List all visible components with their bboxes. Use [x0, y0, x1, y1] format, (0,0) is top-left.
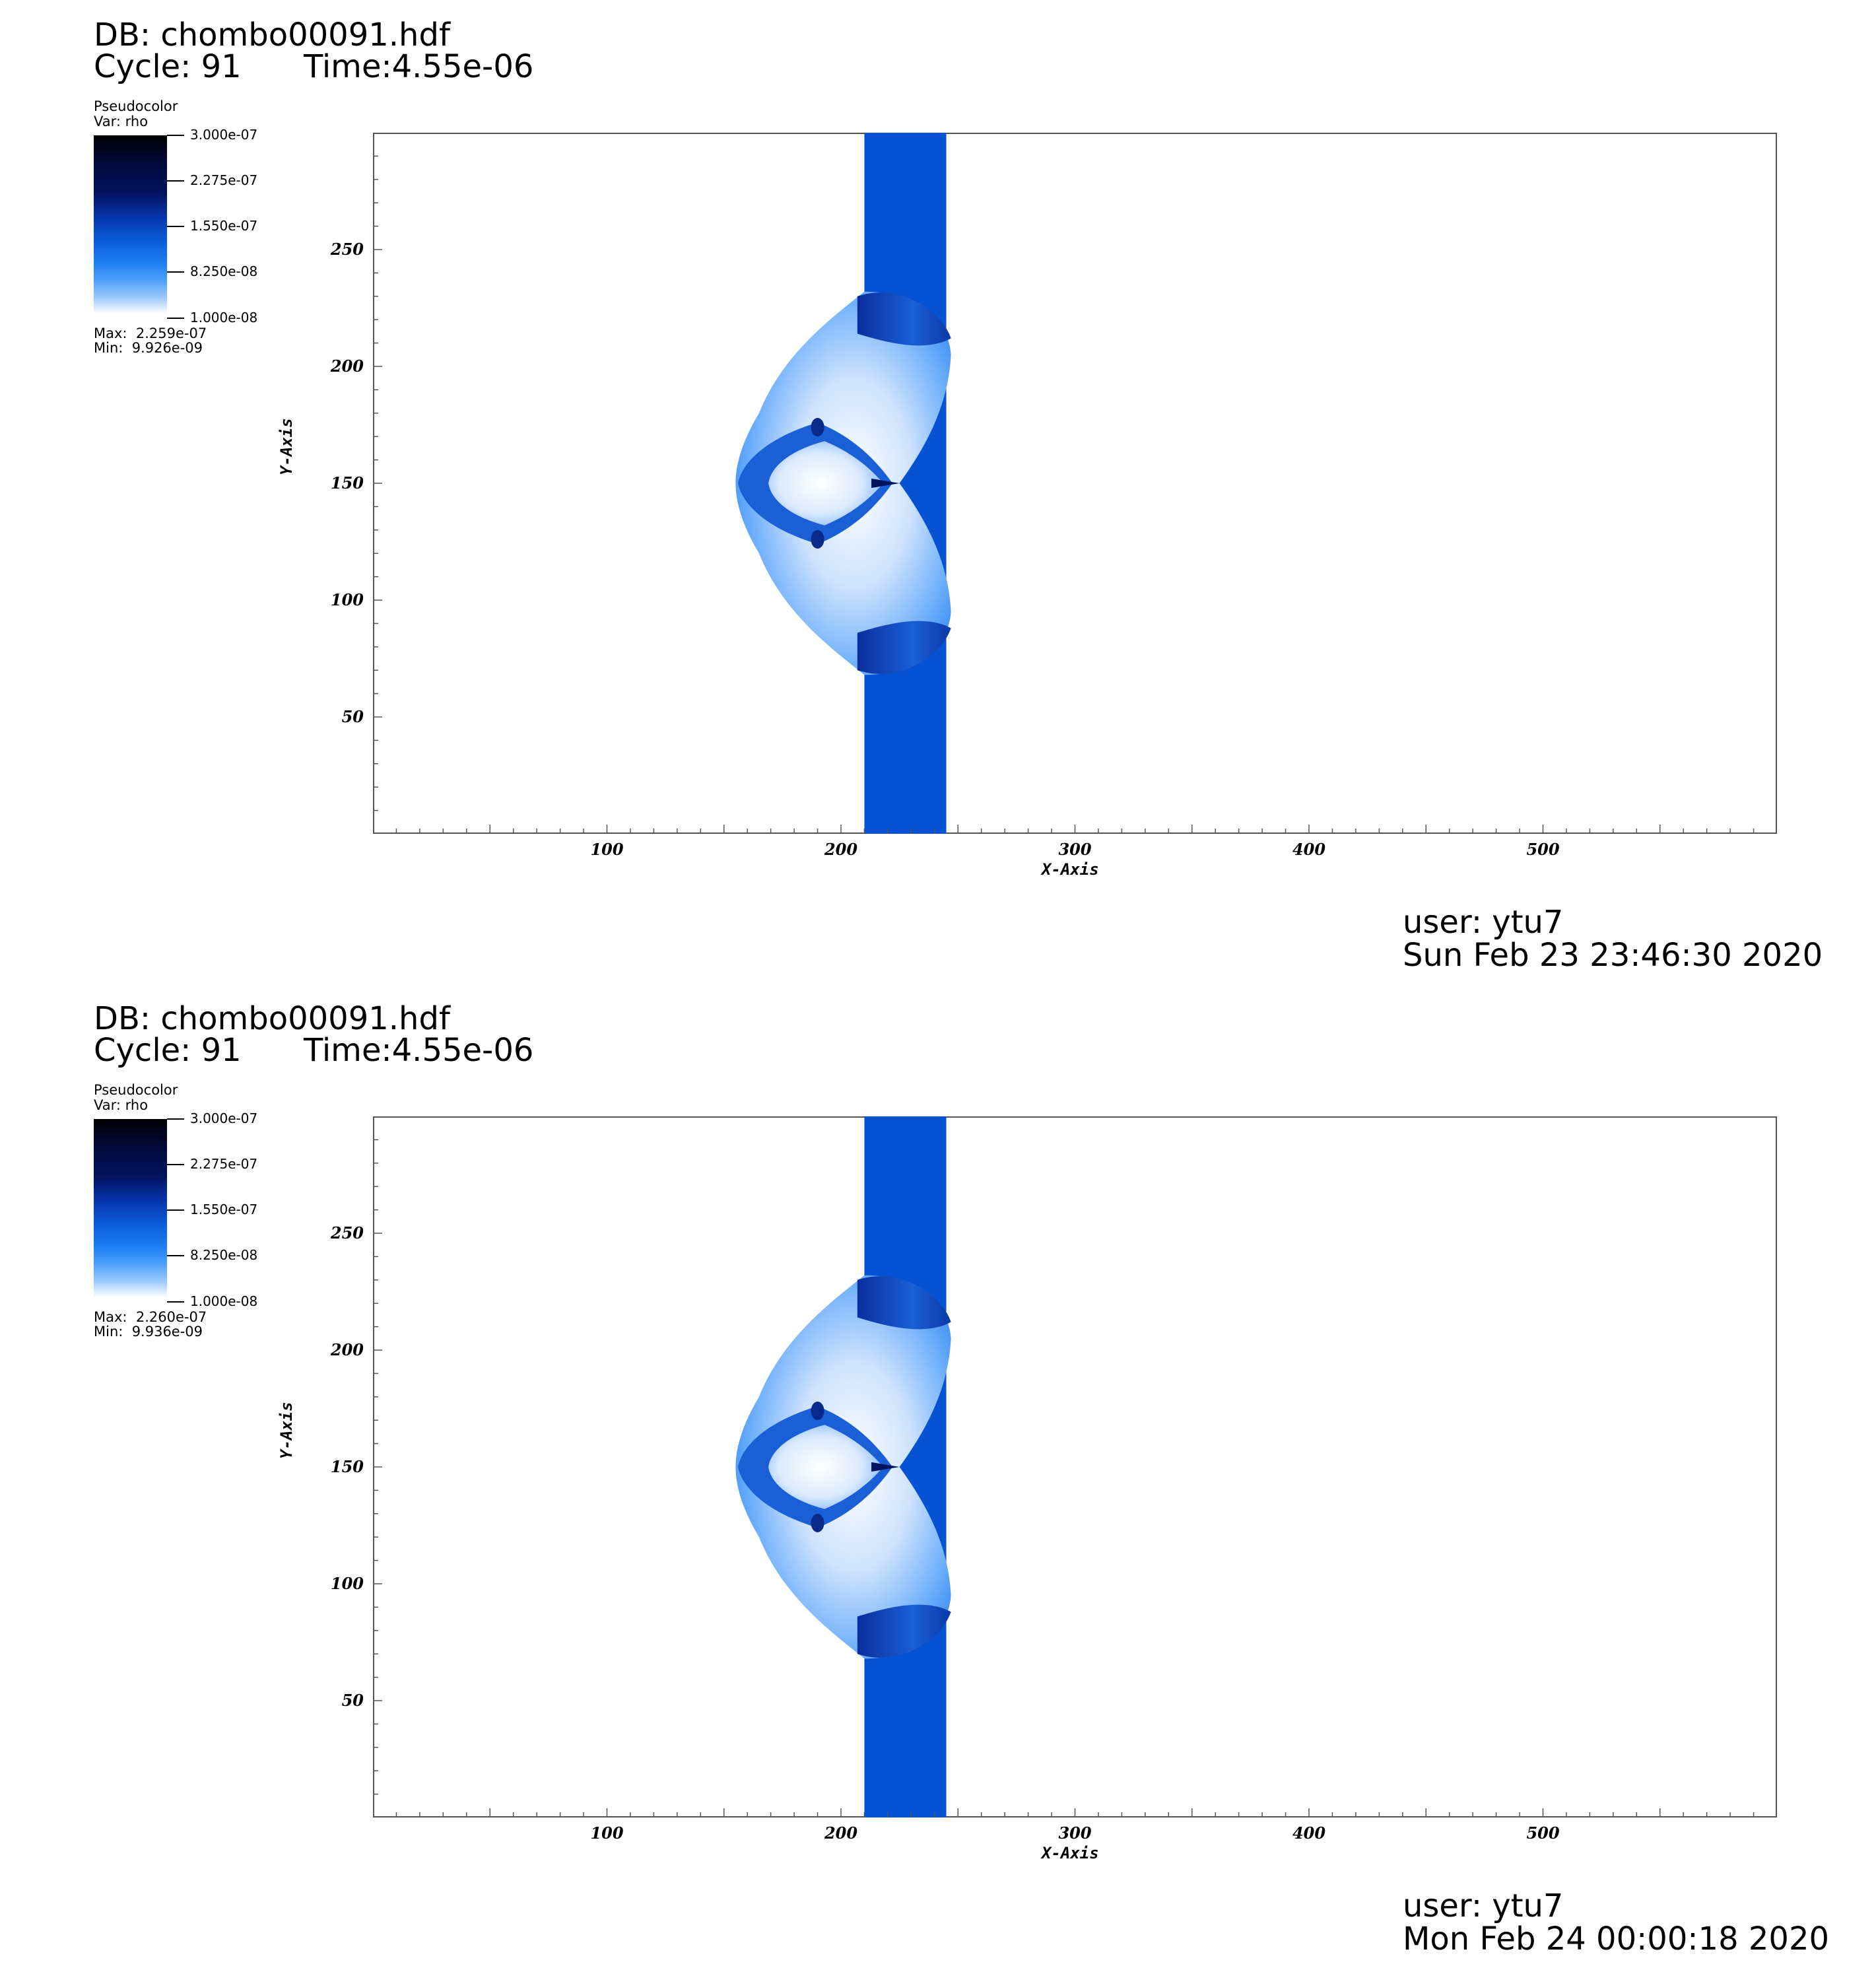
plot-panel-2: DB: chombo00091.hdf Cycle: 91 Time:4.55e… [0, 984, 1876, 1967]
y-tick-label: 250 [330, 1223, 364, 1242]
colorbar-tick [167, 1255, 184, 1256]
plot-area [373, 133, 1777, 834]
colorbar-value: 3.000e-07 [190, 127, 258, 143]
y-tick-label: 250 [330, 240, 364, 259]
colorbar-value: 1.550e-07 [190, 1202, 258, 1217]
x-tick-label: 200 [824, 840, 857, 859]
lower-dense-cap [857, 621, 951, 674]
axes: 100 200 300 400 500 50 100 150 200 250 [330, 1139, 1755, 1843]
low-density-core [768, 1425, 883, 1509]
colorbar-tick [167, 180, 184, 182]
variable-label: Var: rho [94, 114, 149, 129]
date-label: Mon Feb 24 00:00:18 2020 [1403, 1920, 1830, 1957]
y-tick-label: 50 [342, 707, 364, 726]
user-label: user: ytu7 [1403, 904, 1564, 941]
user-label: user: ytu7 [1403, 1887, 1564, 1924]
time-label: Time:4.55e-06 [304, 1032, 534, 1069]
variable-label: Var: rho [94, 1097, 149, 1113]
colorbar-tick [167, 1118, 184, 1120]
x-axis-title: X-Axis [1042, 1844, 1099, 1862]
jet-tip [871, 478, 900, 489]
min-value-label: Min: 9.936e-09 [94, 1324, 203, 1340]
x-tick-label: 300 [1058, 1823, 1091, 1843]
cycle-label: Cycle: 91 [94, 48, 242, 85]
x-tick-label: 400 [1292, 840, 1325, 859]
database-label: DB: chombo00091.hdf [94, 1000, 450, 1037]
x-tick-label: 500 [1526, 840, 1559, 859]
min-value-label: Min: 9.926e-09 [94, 340, 203, 356]
colorbar [94, 1119, 167, 1297]
low-density-core [768, 441, 883, 526]
upper-dense-cap [857, 292, 951, 346]
time-label: Time:4.55e-06 [304, 48, 534, 85]
plot-panel-1: DB: chombo00091.hdf Cycle: 91 Time:4.55e… [0, 0, 1876, 984]
x-tick-label: 300 [1058, 840, 1091, 859]
max-value-label: Max: 2.259e-07 [94, 325, 207, 341]
x-tick-label: 200 [824, 1823, 857, 1843]
y-axis-title: Y-Axis [277, 418, 296, 475]
plot-type-label: Pseudocolor [94, 1082, 178, 1098]
colorbar-value: 2.275e-07 [190, 1156, 258, 1172]
vortex-lower [811, 529, 824, 549]
colorbar-value: 1.000e-08 [190, 1293, 258, 1309]
colorbar-tick [167, 271, 184, 273]
colorbar-value: 8.250e-08 [190, 263, 258, 279]
x-tick-label: 400 [1292, 1823, 1325, 1843]
vortex-upper [811, 1402, 824, 1421]
colorbar-tick [167, 135, 184, 136]
y-tick-label: 200 [330, 357, 364, 376]
colorbar-value: 3.000e-07 [190, 1110, 258, 1126]
x-tick-label: 100 [590, 840, 623, 859]
colorbar-value: 2.275e-07 [190, 172, 258, 188]
density-field [735, 1116, 951, 1817]
x-tick-label: 100 [590, 1823, 623, 1843]
y-tick-label: 100 [331, 1574, 364, 1593]
vortex-lower [811, 1513, 824, 1532]
colorbar-value: 1.550e-07 [190, 218, 258, 234]
colorbar-tick [167, 1301, 184, 1303]
y-tick-label: 150 [331, 1457, 364, 1476]
jet-tip [871, 1462, 900, 1472]
density-field [735, 133, 951, 834]
colorbar-value: 8.250e-08 [190, 1247, 258, 1263]
lower-dense-cap [857, 1604, 951, 1658]
upper-dense-cap [857, 1276, 951, 1330]
colorbar-value: 1.000e-08 [190, 310, 258, 325]
x-tick-label: 500 [1526, 1823, 1559, 1843]
plot-type-label: Pseudocolor [94, 98, 178, 114]
y-axis-title: Y-Axis [277, 1402, 296, 1459]
axes: 100 200 300 400 500 50 100 150 200 250 [330, 155, 1755, 859]
x-axis-title: X-Axis [1042, 860, 1099, 879]
colorbar [94, 135, 167, 314]
colorbar-tick [167, 318, 184, 319]
y-tick-label: 50 [342, 1691, 364, 1710]
cycle-label: Cycle: 91 [94, 1032, 242, 1069]
date-label: Sun Feb 23 23:46:30 2020 [1403, 937, 1823, 974]
plot-area [373, 1116, 1777, 1817]
colorbar-tick [167, 1164, 184, 1165]
database-label: DB: chombo00091.hdf [94, 17, 450, 53]
colorbar-tick [167, 1209, 184, 1211]
max-value-label: Max: 2.260e-07 [94, 1309, 207, 1325]
colorbar-tick [167, 226, 184, 227]
vortex-upper [811, 418, 824, 437]
y-tick-label: 150 [331, 473, 364, 493]
y-tick-label: 100 [331, 590, 364, 609]
y-tick-label: 200 [330, 1340, 364, 1359]
